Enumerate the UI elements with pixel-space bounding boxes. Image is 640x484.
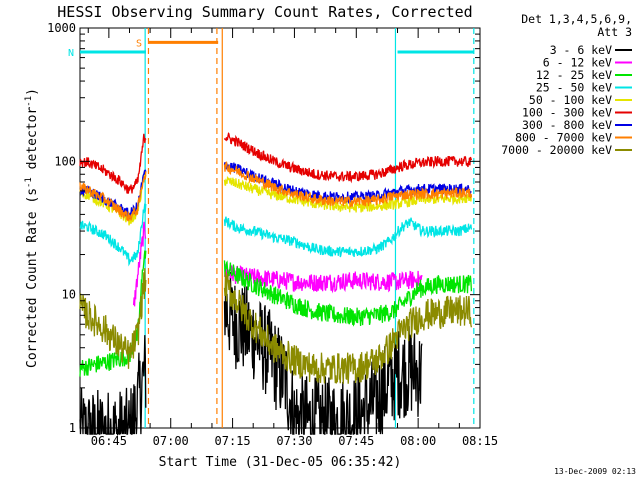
chart-title: HESSI Observing Summary Count Rates, Cor… [57, 3, 472, 21]
series-line [224, 264, 423, 294]
flag-label: S [136, 38, 142, 49]
flags-group: SN [68, 38, 474, 59]
x-tick-label: 08:00 [400, 434, 436, 448]
series-line [223, 132, 473, 184]
x-tick-label: 08:15 [462, 434, 498, 448]
x-tick-label: 06:45 [91, 434, 127, 448]
series-group [79, 132, 473, 437]
series-line [223, 216, 473, 258]
series-line [79, 203, 147, 267]
y-axis-label-exp1: -1 [24, 177, 34, 188]
legend-label: 7000 - 20000 keV [501, 143, 612, 157]
legend-label: 12 - 25 keV [536, 68, 612, 82]
y-axis-label-end: ) [25, 88, 40, 96]
series-line [79, 335, 147, 437]
legend-label: 3 - 6 keV [550, 43, 612, 57]
series-line [79, 268, 147, 369]
y-axis-label-exp2: -1 [24, 96, 34, 107]
legend-header-2: Att 3 [597, 25, 632, 39]
series-line [79, 171, 147, 222]
footer-date: 13-Dec-2009 02:13 [554, 467, 636, 476]
y-tick-label: 100 [54, 154, 76, 168]
y-tick-label: 1000 [47, 21, 76, 35]
legend-label: 800 - 7000 keV [515, 131, 612, 145]
series-line [132, 221, 147, 307]
legend-label: 6 - 12 keV [543, 56, 612, 70]
x-tick-label: 07:45 [338, 434, 374, 448]
legend-label: 300 - 800 keV [522, 118, 612, 132]
x-axis-label: Start Time (31-Dec-05 06:35:42) [159, 455, 402, 470]
y-tick-label: 1 [69, 421, 76, 435]
y-axis-label-mid: detector [25, 107, 40, 178]
x-tick-label: 07:15 [215, 434, 251, 448]
series-line [223, 175, 473, 213]
series-line [79, 133, 147, 194]
series-line [223, 161, 473, 208]
y-axis-label-main: Corrected Count Rate (s [25, 188, 40, 368]
series-line [223, 260, 473, 327]
x-tick-label: 07:30 [276, 434, 312, 448]
flag-label: N [68, 48, 74, 59]
legend-label: 50 - 100 keV [529, 93, 612, 107]
x-tick-label: 07:00 [153, 434, 189, 448]
series-line [223, 271, 423, 436]
legend-header-1: Det 1,3,4,5,6,9, [521, 12, 632, 26]
y-tick-label: 10 [62, 288, 76, 302]
series-line [223, 271, 473, 384]
legend-label: 25 - 50 keV [536, 81, 612, 95]
y-axis-label: Corrected Count Rate (s-1 detector-1) [24, 88, 40, 368]
legend-label: 100 - 300 keV [522, 106, 612, 120]
axes-group: 1 10 100 1000 06:45 07:00 07:15 07:30 07:45 08:00… [47, 21, 498, 448]
